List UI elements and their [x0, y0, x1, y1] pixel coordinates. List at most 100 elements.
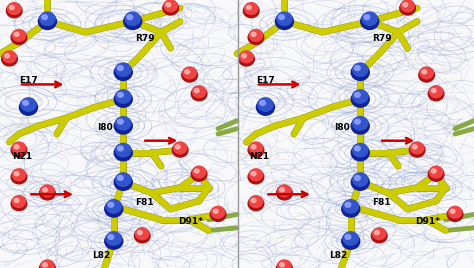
Text: L82: L82 — [329, 251, 348, 260]
Ellipse shape — [343, 232, 358, 245]
Ellipse shape — [118, 119, 123, 124]
Ellipse shape — [116, 143, 131, 157]
Ellipse shape — [276, 186, 292, 200]
Ellipse shape — [280, 188, 284, 192]
Ellipse shape — [43, 188, 47, 192]
Ellipse shape — [213, 209, 218, 213]
Ellipse shape — [21, 98, 36, 111]
Ellipse shape — [106, 232, 121, 245]
Ellipse shape — [251, 145, 256, 149]
Text: I80: I80 — [334, 123, 350, 132]
Ellipse shape — [116, 173, 131, 186]
Ellipse shape — [192, 166, 206, 178]
Ellipse shape — [114, 174, 132, 190]
Ellipse shape — [108, 234, 114, 239]
Ellipse shape — [419, 68, 434, 82]
Ellipse shape — [249, 142, 263, 154]
Ellipse shape — [353, 63, 368, 76]
Ellipse shape — [372, 229, 387, 243]
Ellipse shape — [450, 209, 455, 213]
Ellipse shape — [116, 117, 131, 130]
Ellipse shape — [1, 52, 17, 66]
Ellipse shape — [114, 118, 132, 134]
Ellipse shape — [428, 167, 444, 181]
Ellipse shape — [248, 31, 264, 44]
Ellipse shape — [355, 146, 360, 151]
Ellipse shape — [244, 4, 259, 18]
Ellipse shape — [280, 263, 284, 267]
Text: D91*: D91* — [178, 217, 202, 226]
Ellipse shape — [422, 70, 427, 74]
Ellipse shape — [361, 13, 379, 29]
Ellipse shape — [211, 206, 225, 218]
Ellipse shape — [362, 12, 377, 25]
Ellipse shape — [183, 67, 196, 79]
Ellipse shape — [6, 4, 22, 18]
Ellipse shape — [279, 15, 284, 20]
Ellipse shape — [246, 6, 251, 10]
Text: I80: I80 — [97, 123, 113, 132]
Ellipse shape — [137, 230, 142, 235]
Ellipse shape — [353, 173, 368, 186]
Ellipse shape — [409, 143, 425, 157]
Ellipse shape — [14, 172, 19, 176]
Ellipse shape — [403, 3, 408, 7]
Ellipse shape — [114, 145, 132, 161]
Ellipse shape — [242, 54, 246, 58]
Ellipse shape — [116, 63, 131, 76]
Ellipse shape — [351, 64, 369, 80]
Ellipse shape — [106, 200, 121, 213]
Ellipse shape — [448, 206, 462, 218]
Ellipse shape — [278, 260, 291, 268]
Text: E17: E17 — [19, 76, 38, 85]
Ellipse shape — [40, 186, 55, 200]
Ellipse shape — [210, 207, 226, 221]
Ellipse shape — [373, 228, 386, 240]
Ellipse shape — [173, 143, 188, 157]
Ellipse shape — [127, 15, 133, 20]
Ellipse shape — [400, 1, 415, 15]
Text: F81: F81 — [135, 198, 154, 207]
Text: R79: R79 — [372, 34, 392, 43]
Ellipse shape — [194, 88, 199, 93]
Ellipse shape — [118, 92, 123, 97]
Ellipse shape — [19, 99, 37, 115]
Ellipse shape — [428, 87, 444, 101]
Ellipse shape — [14, 145, 19, 149]
Ellipse shape — [14, 198, 19, 203]
Ellipse shape — [401, 0, 414, 12]
Ellipse shape — [40, 261, 55, 268]
Ellipse shape — [11, 143, 27, 157]
Ellipse shape — [182, 68, 197, 82]
Ellipse shape — [194, 169, 199, 173]
Ellipse shape — [248, 170, 264, 184]
Ellipse shape — [249, 196, 263, 207]
Ellipse shape — [251, 32, 256, 36]
Text: L82: L82 — [92, 251, 111, 260]
Ellipse shape — [355, 66, 360, 70]
Ellipse shape — [355, 176, 360, 180]
Ellipse shape — [248, 143, 264, 157]
Ellipse shape — [429, 166, 443, 178]
Ellipse shape — [260, 100, 265, 105]
Ellipse shape — [42, 15, 47, 20]
Ellipse shape — [163, 1, 178, 15]
Ellipse shape — [40, 12, 55, 25]
Ellipse shape — [43, 263, 47, 267]
Ellipse shape — [12, 29, 26, 41]
Ellipse shape — [420, 67, 433, 79]
Text: N21: N21 — [12, 152, 32, 161]
Ellipse shape — [136, 228, 149, 240]
Ellipse shape — [125, 12, 140, 25]
Ellipse shape — [351, 174, 369, 190]
Ellipse shape — [173, 142, 187, 154]
Ellipse shape — [12, 142, 26, 154]
Ellipse shape — [175, 145, 180, 149]
Ellipse shape — [11, 170, 27, 184]
Ellipse shape — [191, 167, 207, 181]
Text: R79: R79 — [135, 34, 155, 43]
Ellipse shape — [38, 13, 56, 29]
Ellipse shape — [23, 100, 28, 105]
Ellipse shape — [251, 172, 256, 176]
Ellipse shape — [412, 145, 417, 149]
